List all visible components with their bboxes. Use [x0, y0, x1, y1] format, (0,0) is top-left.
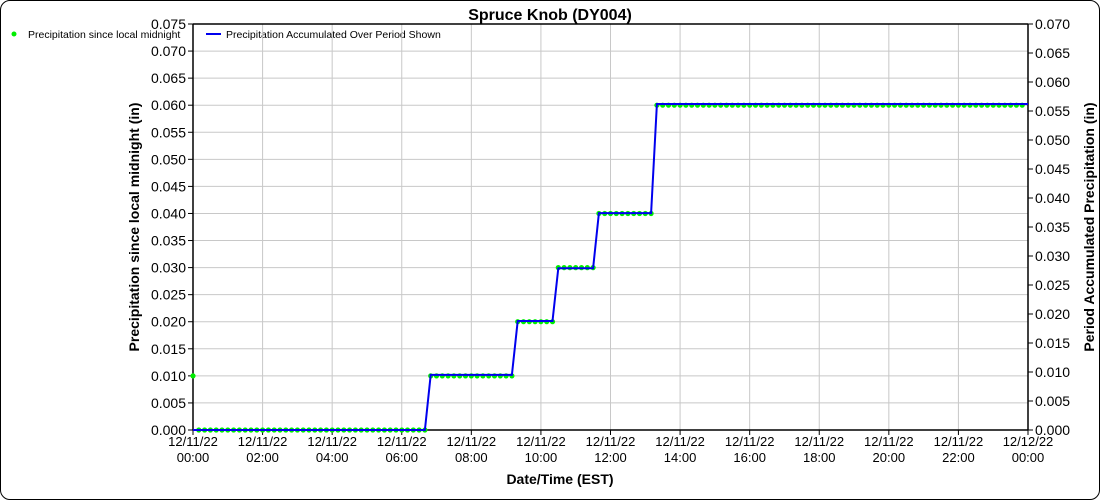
y-tick-label-left: 0.060 — [151, 97, 186, 113]
y-tick-label-left: 0.045 — [151, 178, 186, 194]
x-tick-label-date: 12/11/22 — [655, 434, 705, 449]
y-tick-label-left: 0.000 — [151, 422, 186, 438]
y-tick-label-right: 0.035 — [1035, 219, 1070, 235]
y-tick-label-right: 0.020 — [1035, 306, 1070, 322]
y-tick-label-right: 0.065 — [1035, 45, 1070, 61]
x-tick-label-time: 12:00 — [594, 450, 627, 465]
x-tick-label-time: 02:00 — [246, 450, 279, 465]
legend-label-midnight: Precipitation since local midnight — [28, 29, 180, 41]
y-tick-label-right: 0.070 — [1035, 16, 1070, 32]
y-tick-label-right: 0.010 — [1035, 364, 1070, 380]
x-tick-label-time: 18:00 — [803, 450, 836, 465]
y-tick-label-right: 0.050 — [1035, 132, 1070, 148]
x-tick-label-time: 14:00 — [664, 450, 697, 465]
y-axis-left-title: Precipitation since local midnight (in) — [126, 103, 142, 352]
y-tick-label-left: 0.030 — [151, 260, 186, 276]
x-tick-label-date: 12/12/22 — [1003, 434, 1054, 449]
y-tick-label-right: 0.060 — [1035, 74, 1070, 90]
x-tick-label-date: 12/11/22 — [934, 434, 984, 449]
y-tick-label-left: 0.065 — [151, 70, 186, 86]
y-tick-label-left: 0.040 — [151, 205, 186, 221]
y-tick-label-left: 0.025 — [151, 287, 186, 303]
grid — [193, 23, 1028, 430]
legend: Precipitation since local midnight Preci… — [11, 29, 441, 41]
y-tick-label-right: 0.005 — [1035, 393, 1070, 409]
x-tick-label-time: 06:00 — [385, 450, 418, 465]
y-tick-label-left: 0.055 — [151, 124, 186, 140]
x-tick-label-time: 00:00 — [177, 450, 210, 465]
x-tick-label-date: 12/11/22 — [794, 434, 844, 449]
x-tick-label-time: 08:00 — [455, 450, 488, 465]
x-tick-label-time: 22:00 — [942, 450, 975, 465]
y-tick-label-left: 0.050 — [151, 151, 186, 167]
y-tick-label-left: 0.020 — [151, 314, 186, 330]
y-tick-label-left: 0.035 — [151, 233, 186, 249]
x-tick-label-time: 00:00 — [1012, 450, 1045, 465]
y-axis-right-title: Period Accumulated Precipitation (in) — [1081, 102, 1097, 351]
x-tick-label-time: 20:00 — [873, 450, 906, 465]
x-tick-label-date: 12/11/22 — [307, 434, 357, 449]
y-tick-label-left: 0.070 — [151, 43, 186, 59]
x-tick-label-date: 12/11/22 — [864, 434, 914, 449]
y-tick-label-right: 0.045 — [1035, 161, 1070, 177]
legend-label-accumulated: Precipitation Accumulated Over Period Sh… — [226, 29, 441, 41]
y-tick-label-right: 0.040 — [1035, 190, 1070, 206]
y-tick-label-left: 0.015 — [151, 341, 186, 357]
series-line-accumulated — [193, 103, 1028, 431]
y-tick-label-right: 0.015 — [1035, 335, 1070, 351]
y-tick-label-left: 0.075 — [151, 16, 186, 32]
x-tick-label-date: 12/11/22 — [516, 434, 566, 449]
x-tick-label-date: 12/11/22 — [725, 434, 775, 449]
x-axis-title: Date/Time (EST) — [506, 471, 613, 487]
x-tick-label-time: 04:00 — [316, 450, 349, 465]
legend-marker-points — [11, 31, 17, 37]
x-tick-label-date: 12/11/22 — [238, 434, 288, 449]
chart-title: Spruce Knob (DY004) — [468, 7, 632, 24]
y-tick-label-right: 0.025 — [1035, 277, 1070, 293]
y-tick-label-left: 0.010 — [151, 368, 186, 384]
data-point-midnight — [190, 373, 196, 379]
x-tick-label-date: 12/11/22 — [447, 434, 497, 449]
y-tick-label-right: 0.030 — [1035, 248, 1070, 264]
y-tick-label-right: 0.000 — [1035, 422, 1070, 438]
y-tick-label-right: 0.055 — [1035, 103, 1070, 119]
y-tick-label-left: 0.005 — [151, 395, 186, 411]
x-tick-label-time: 16:00 — [733, 450, 766, 465]
series — [190, 102, 1028, 433]
axes: 0.000 0.005 0.010 0.015 0.020 0.025 0.030 0.035… — [151, 16, 1070, 465]
x-tick-label-date: 12/11/22 — [168, 434, 218, 449]
x-tick-label-date: 12/11/22 — [586, 434, 636, 449]
x-tick-label-time: 10:00 — [525, 450, 558, 465]
x-tick-label-date: 12/11/22 — [377, 434, 427, 449]
